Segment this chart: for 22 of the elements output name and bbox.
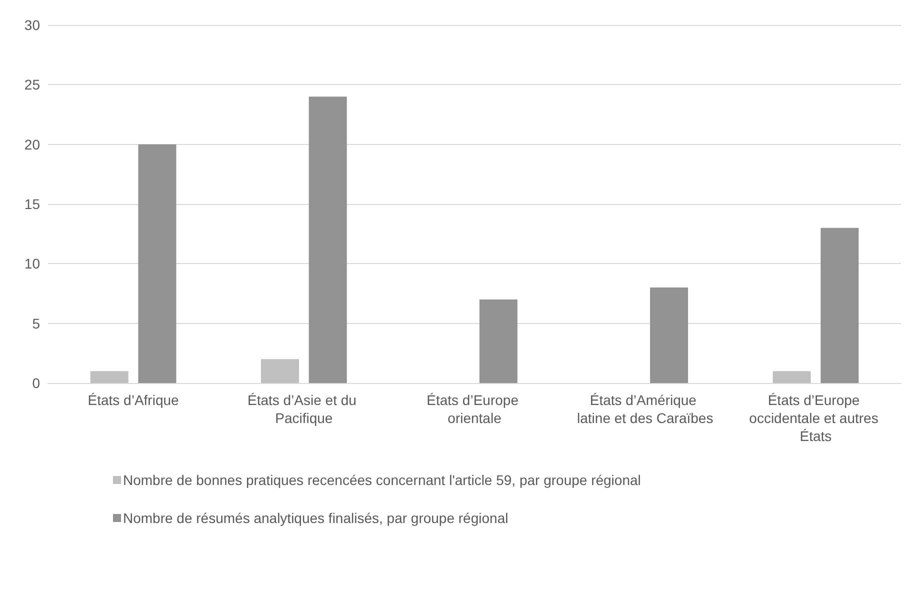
bar (308, 96, 347, 383)
y-tick-label: 25 (24, 76, 40, 93)
x-tick-label: États d’Europe occidentale et autres États (749, 392, 882, 444)
y-tick-label: 5 (32, 315, 40, 332)
y-tick-label: 15 (24, 196, 40, 212)
legend-label: Nombre de résumés analytiques finalisés, par groupe régional (123, 510, 508, 526)
y-tick-label: 10 (24, 256, 40, 272)
bar (90, 371, 128, 383)
bar (479, 299, 518, 383)
y-tick-label: 0 (32, 375, 40, 391)
bar (138, 144, 176, 383)
x-tick-label: États d’Europe orientale (426, 392, 522, 426)
x-tick-label: États d’Amérique latine et des Caraïbes (577, 392, 714, 426)
bar (260, 359, 299, 383)
y-tick-label: 30 (24, 17, 40, 33)
legend-label: Nombre de bonnes pratiques recencées concernant l'article 59, par groupe régional (123, 472, 641, 488)
y-tick-label: 20 (24, 136, 40, 152)
bar (772, 371, 811, 383)
bar (650, 288, 688, 383)
bar (820, 228, 859, 383)
x-tick-label: États d’Asie et du Pacifique (247, 392, 360, 426)
x-tick-label: États d’Afrique (88, 392, 180, 408)
